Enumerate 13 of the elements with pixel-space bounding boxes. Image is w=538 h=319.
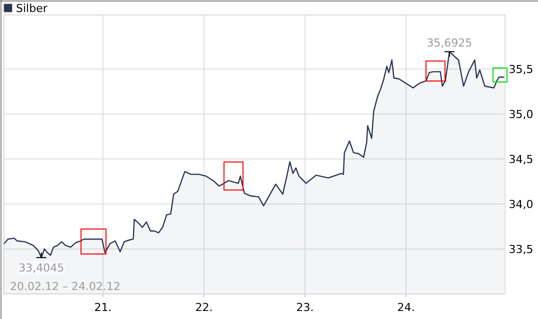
x-tick-label: 21. (94, 301, 112, 314)
x-tick-label: 24. (397, 301, 415, 314)
legend-label: Silber (16, 2, 48, 15)
annotation: 35,6925 (426, 36, 472, 50)
y-tick-label: 34,0 (508, 198, 534, 211)
annotation: 33,4045 (18, 262, 64, 275)
y-tick-label: 34,5 (508, 153, 534, 166)
y-tick-label: 33,5 (508, 243, 534, 256)
y-tick-label: 35,0 (508, 108, 534, 121)
annotation: 20.02.12 – 24.02.12 (10, 280, 120, 293)
x-tick-label: 22. (195, 301, 213, 314)
y-tick-label: 35,5 (508, 63, 534, 76)
x-tick-label: 23. (296, 301, 314, 314)
